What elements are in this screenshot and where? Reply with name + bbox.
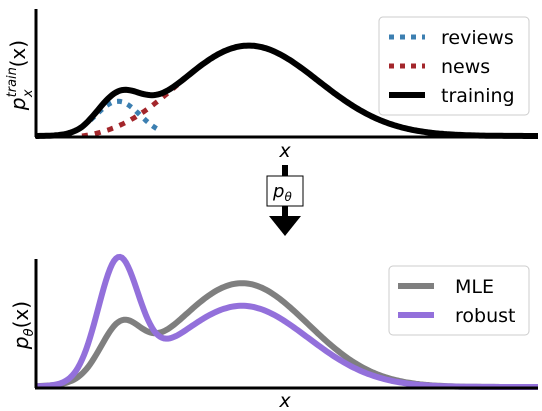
bottom-legend: MLE robust <box>388 265 530 336</box>
bottom-chart: pθ(x) x MLE robust <box>9 253 538 411</box>
legend-news-label: news <box>441 56 490 78</box>
series-training-line <box>36 42 538 139</box>
bottom-ylabel: pθ(x) <box>9 301 37 350</box>
legend-mle-label: MLE <box>455 276 494 298</box>
top-chart: ptrainx(x) x reviews news training <box>5 9 538 162</box>
top-xlabel: x <box>278 140 291 162</box>
bottom-xlabel: x <box>278 390 291 411</box>
arrow-label: pθ <box>272 181 292 204</box>
transform-arrow: pθ <box>266 165 304 236</box>
legend-robust-label: robust <box>455 305 515 327</box>
top-legend: reviews news training <box>378 16 530 116</box>
legend-reviews-label: reviews <box>441 27 514 49</box>
legend-training-label: training <box>441 85 515 107</box>
top-ylabel: ptrainx(x) <box>5 40 36 111</box>
top-legend-frame <box>378 16 530 116</box>
arrow-head <box>269 216 301 236</box>
series-reviews-line <box>80 98 162 133</box>
arrow-label-box <box>266 175 304 207</box>
